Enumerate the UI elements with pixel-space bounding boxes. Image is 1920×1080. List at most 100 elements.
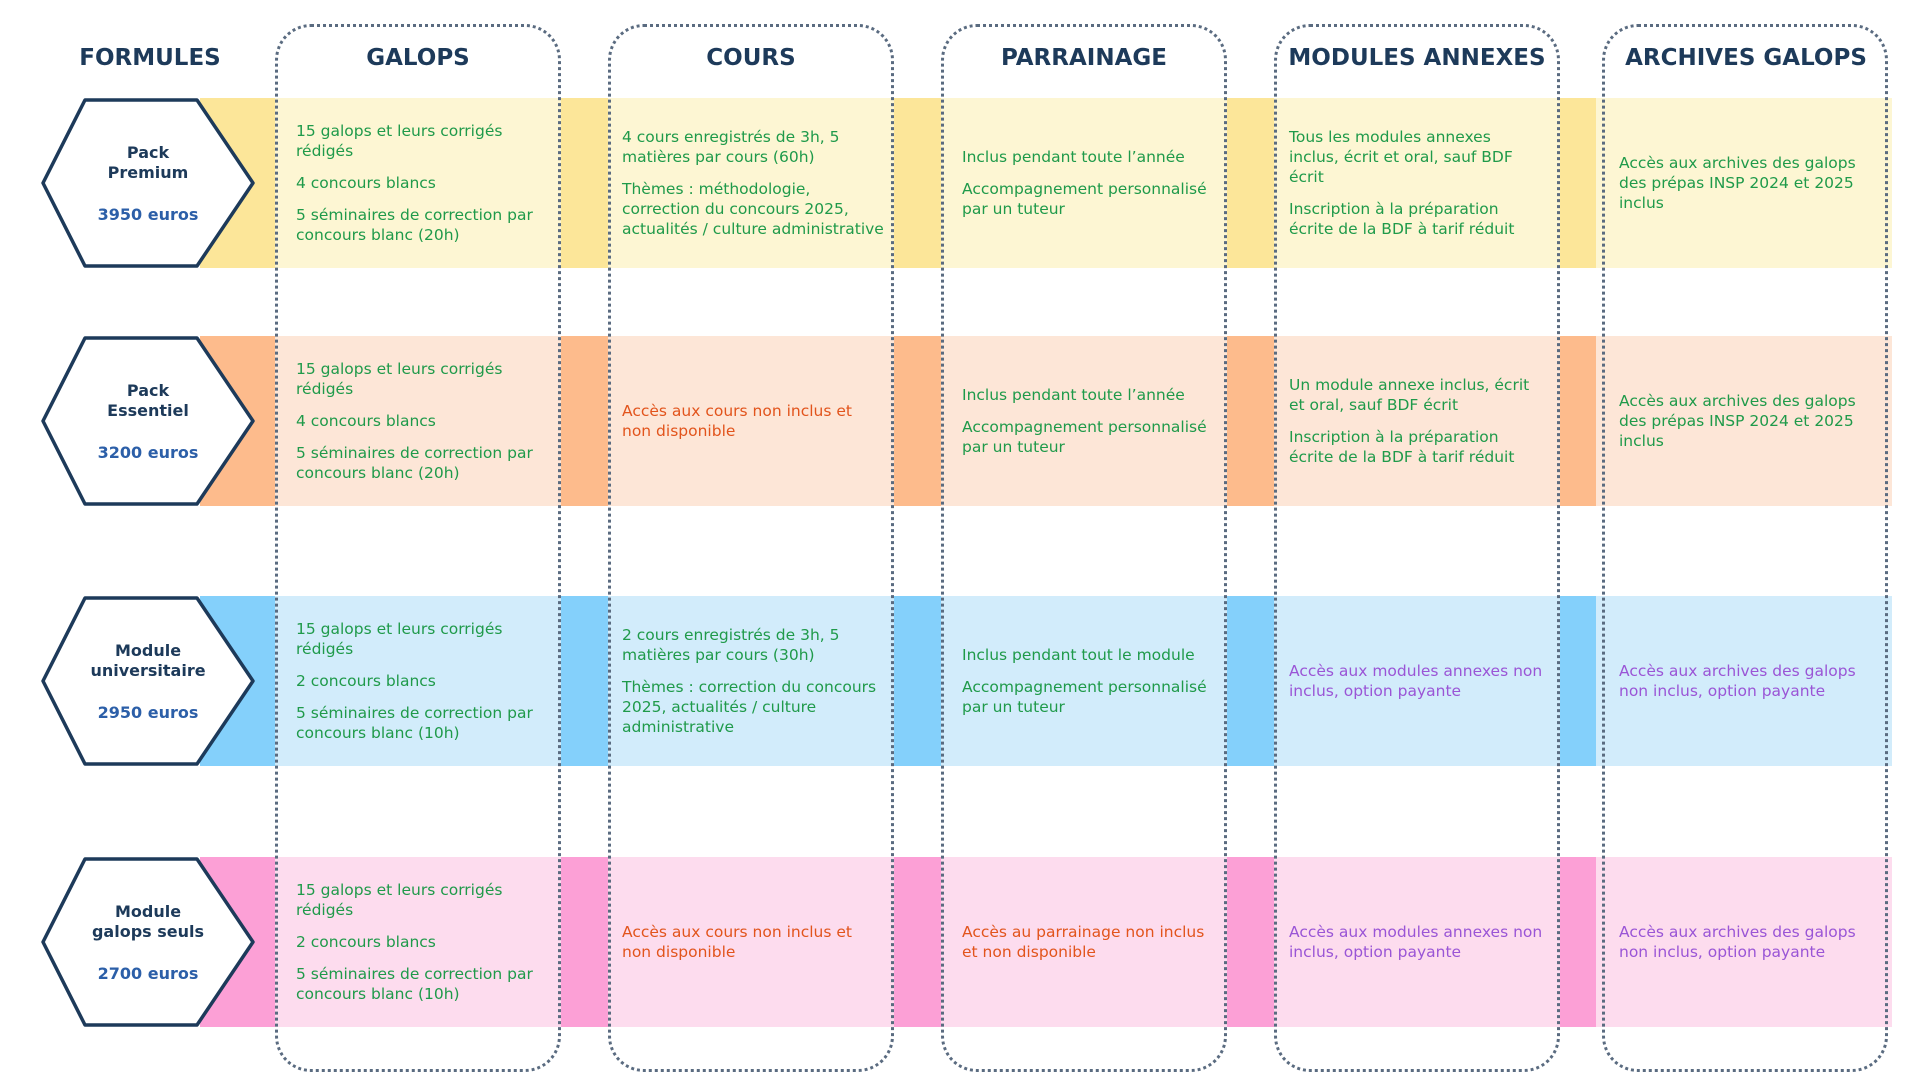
row-accent-strip: [561, 98, 608, 268]
cell-galops: 15 galops et leurs corrigés rédigés 2 con…: [292, 596, 554, 766]
cell-text: 15 galops et leurs corrigés rédigés: [296, 122, 503, 160]
row-accent-strip: [894, 98, 941, 268]
cell-text: Accès aux modules annexes non inclus, op…: [1289, 923, 1543, 961]
formule-badge-text: Module galops seuls 2700 euros: [40, 856, 256, 1028]
hexagon-shape: [41, 857, 255, 1027]
cell-text: Accès aux cours non inclus et non dispon…: [622, 402, 852, 440]
cell-modules-annexes: Un module annexe inclus, écrit et oral, …: [1285, 336, 1547, 506]
formule-name: Module universitaire: [90, 640, 206, 680]
cell-text: Accompagnement personnalisé par un tuteu…: [962, 180, 1207, 218]
row-accent-strip: [1227, 336, 1274, 506]
cell-text: Inscription à la préparation écrite de l…: [1289, 200, 1515, 238]
cell-text: Accès au parrainage non inclus et non di…: [962, 923, 1205, 961]
cell-text: Accompagnement personnalisé par un tuteu…: [962, 678, 1207, 716]
cell-archives-galops: Accès aux archives des galops des prépas…: [1615, 98, 1885, 268]
formule-badge: Pack Essentiel 3200 euros: [40, 335, 256, 507]
row-accent-strip: [1560, 336, 1596, 506]
hexagon-shape: [41, 336, 255, 506]
cell-text: Un module annexe inclus, écrit et oral, …: [1289, 376, 1530, 414]
row-accent-strip: [1227, 596, 1274, 766]
cell-text: Accès aux archives des galops non inclus…: [1619, 923, 1856, 961]
cell-text: Accès aux archives des galops des prépas…: [1619, 392, 1856, 450]
header-galops: GALOPS: [366, 45, 470, 71]
column-outline-cours: [608, 24, 894, 1072]
cell-modules-annexes: Accès aux modules annexes non inclus, op…: [1285, 857, 1547, 1027]
cell-parrainage: Inclus pendant toute l’année Accompagneme…: [958, 336, 1220, 506]
formule-price: 2700 euros: [97, 963, 199, 983]
row-accent-strip: [894, 336, 941, 506]
row-accent-strip: [561, 336, 608, 506]
cell-text: Tous les modules annexes inclus, écrit e…: [1289, 128, 1513, 186]
cell-text: 5 séminaires de correction par concours …: [296, 206, 533, 244]
cell-text: Accès aux cours non inclus et non dispon…: [622, 923, 852, 961]
cell-cours: 2 cours enregistrés de 3h, 5 matières pa…: [618, 596, 890, 766]
cell-text: Inclus pendant tout le module: [962, 646, 1195, 664]
cell-modules-annexes: Tous les modules annexes inclus, écrit e…: [1285, 98, 1547, 268]
header-formules: FORMULES: [79, 45, 221, 71]
cell-archives-galops: Accès aux archives des galops des prépas…: [1615, 336, 1885, 506]
cell-text: 2 concours blancs: [296, 933, 436, 951]
row-accent-strip: [1560, 596, 1596, 766]
formule-badge: Pack Premium 3950 euros: [40, 97, 256, 269]
cell-cours: Accès aux cours non inclus et non dispon…: [618, 857, 890, 1027]
row-band: [200, 596, 1892, 766]
cell-text: 15 galops et leurs corrigés rédigés: [296, 620, 503, 658]
row-accent-strip: [894, 596, 941, 766]
cell-text: 4 cours enregistrés de 3h, 5 matières pa…: [622, 128, 840, 166]
formule-badge: Module galops seuls 2700 euros: [40, 856, 256, 1028]
cell-galops: 15 galops et leurs corrigés rédigés 2 con…: [292, 857, 554, 1027]
cell-text: 2 concours blancs: [296, 672, 436, 690]
cell-cours: Accès aux cours non inclus et non dispon…: [618, 336, 890, 506]
header-cours: COURS: [706, 45, 796, 71]
column-outline-galops: [275, 24, 561, 1072]
cell-text: Inscription à la préparation écrite de l…: [1289, 428, 1515, 466]
formule-price: 2950 euros: [97, 702, 199, 722]
row-accent-strip: [561, 596, 608, 766]
cell-text: 2 cours enregistrés de 3h, 5 matières pa…: [622, 626, 840, 664]
formule-name: Pack Essentiel: [107, 380, 189, 420]
header-parrainage: PARRAINAGE: [1001, 45, 1167, 71]
cell-text: 5 séminaires de correction par concours …: [296, 704, 533, 742]
cell-text: 4 concours blancs: [296, 174, 436, 192]
formule-price: 3200 euros: [97, 442, 199, 462]
cell-text: 15 galops et leurs corrigés rédigés: [296, 881, 503, 919]
cell-text: 15 galops et leurs corrigés rédigés: [296, 360, 503, 398]
cell-parrainage: Accès au parrainage non inclus et non di…: [958, 857, 1220, 1027]
row-accent-strip: [1227, 857, 1274, 1027]
formule-badge: Module universitaire 2950 euros: [40, 595, 256, 767]
cell-text: Accès aux modules annexes non inclus, op…: [1289, 662, 1543, 700]
cell-text: Inclus pendant toute l’année: [962, 386, 1185, 404]
header-archives-galops: ARCHIVES GALOPS: [1625, 45, 1867, 71]
hexagon-shape: [41, 596, 255, 766]
cell-text: Inclus pendant toute l’année: [962, 148, 1185, 166]
cell-text: Accès aux archives des galops non inclus…: [1619, 662, 1856, 700]
cell-text: Accès aux archives des galops des prépas…: [1619, 154, 1856, 212]
formule-name: Module galops seuls: [91, 901, 205, 941]
cell-archives-galops: Accès aux archives des galops non inclus…: [1615, 857, 1885, 1027]
formule-name: Pack Premium: [107, 142, 189, 182]
column-outline-modules-annexes: [1274, 24, 1560, 1072]
cell-archives-galops: Accès aux archives des galops non inclus…: [1615, 596, 1885, 766]
column-outline-parrainage: [941, 24, 1227, 1072]
cell-cours: 4 cours enregistrés de 3h, 5 matières pa…: [618, 98, 890, 268]
cell-parrainage: Inclus pendant tout le module Accompagnem…: [958, 596, 1220, 766]
row-band: [200, 98, 1892, 268]
column-outline-archives-galops: [1602, 24, 1888, 1072]
row-accent-strip: [894, 857, 941, 1027]
row-accent-strip: [561, 857, 608, 1027]
cell-parrainage: Inclus pendant toute l’année Accompagneme…: [958, 98, 1220, 268]
formule-badge-text: Module universitaire 2950 euros: [40, 595, 256, 767]
cell-modules-annexes: Accès aux modules annexes non inclus, op…: [1285, 596, 1547, 766]
cell-text: Thèmes : méthodologie, correction du con…: [622, 180, 884, 238]
hexagon-shape: [41, 98, 255, 268]
cell-text: 5 séminaires de correction par concours …: [296, 444, 533, 482]
cell-galops: 15 galops et leurs corrigés rédigés 4 con…: [292, 98, 554, 268]
cell-text: Thèmes : correction du concours 2025, ac…: [622, 678, 877, 736]
row-accent-strip: [1227, 98, 1274, 268]
row-accent-strip: [1560, 857, 1596, 1027]
formule-badge-text: Pack Premium 3950 euros: [40, 97, 256, 269]
formule-price: 3950 euros: [97, 204, 199, 224]
cell-text: 5 séminaires de correction par concours …: [296, 965, 533, 1003]
formule-badge-text: Pack Essentiel 3200 euros: [40, 335, 256, 507]
cell-text: Accompagnement personnalisé par un tuteu…: [962, 418, 1207, 456]
